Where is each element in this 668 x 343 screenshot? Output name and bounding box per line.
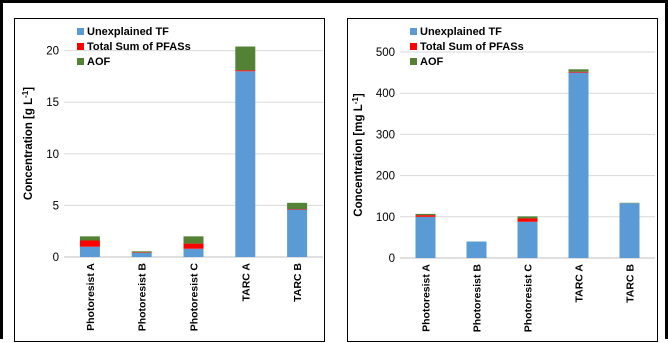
legend-swatch	[410, 58, 417, 65]
bar-segment	[518, 216, 538, 218]
chart-panel-right: 0 100 200 300 400 500 Photoresist A Photoresist…	[347, 18, 658, 342]
x-category-label: Photoresist B	[472, 264, 484, 333]
y-tick-label: 0	[389, 253, 395, 265]
chart-left-svg: 0 5 10 15 20 Photoresist A Photoresist B Photor…	[15, 19, 326, 343]
y-tick-label: 0	[53, 252, 59, 264]
x-category-label: TARC A	[574, 264, 586, 303]
chart-panel-left: 0 5 10 15 20 Photoresist A Photoresist B Photor…	[14, 18, 325, 342]
bar-segment	[80, 247, 100, 257]
x-category-label: TARC A	[240, 263, 252, 302]
bar-segment	[132, 253, 152, 257]
bar-segment	[416, 214, 436, 215]
y-tick-label: 10	[46, 149, 59, 161]
bar-segment	[518, 218, 538, 221]
bar-segment	[184, 244, 204, 249]
x-category-label: Photoresist B	[137, 263, 149, 332]
bar-segment	[80, 240, 100, 246]
legend-label: Total Sum of PFASs	[420, 41, 524, 53]
x-category-label: Photoresist C	[523, 264, 535, 333]
y-tick-label: 200	[376, 171, 395, 183]
y-tick-label: 100	[376, 212, 395, 224]
legend-label: AOF	[87, 56, 111, 68]
y-axis-title: Concentration [g L-1]	[21, 87, 35, 200]
bar-segment	[287, 210, 307, 257]
bar-segment	[132, 252, 152, 253]
y-tick-label: 300	[376, 129, 395, 141]
bar-segment	[416, 217, 436, 258]
bar-segment	[569, 73, 589, 258]
y-axis-title-end: ]	[23, 87, 35, 91]
y-axis-title-end: ]	[353, 93, 365, 97]
x-category-label: TARC B	[292, 263, 304, 302]
bar-segment	[416, 215, 436, 217]
bar-segment	[620, 203, 640, 258]
bar-segment	[235, 70, 255, 71]
y-tick-label: 500	[376, 47, 395, 59]
bar-segment	[184, 249, 204, 257]
legend-label: AOF	[420, 56, 444, 68]
legend-label: Unexplained TF	[420, 26, 502, 38]
legend-label: Total Sum of PFASs	[87, 41, 191, 53]
y-tick-label: 5	[53, 200, 59, 212]
bar-segment	[132, 251, 152, 252]
y-tick-label: 15	[46, 97, 59, 109]
legend-swatch	[410, 43, 417, 50]
chart-right-svg: 0 100 200 300 400 500 Photoresist A Photoresist…	[348, 19, 659, 343]
bar-segment	[569, 72, 589, 73]
legend-label: Unexplained TF	[87, 26, 169, 38]
legend-swatch	[410, 28, 417, 35]
bar-segment	[235, 47, 255, 71]
y-axis-title-text: Concentration [mg L	[353, 104, 365, 216]
y-tick-label: 20	[46, 46, 59, 58]
y-axis-title-text: Concentration [g L	[23, 98, 35, 200]
x-category-label: Photoresist C	[189, 263, 201, 332]
x-category-label: TARC B	[625, 264, 637, 303]
x-category-label: Photoresist A	[421, 264, 433, 332]
legend-swatch	[77, 43, 84, 50]
bar-segment	[569, 69, 589, 71]
x-category-label: Photoresist A	[85, 263, 97, 331]
y-tick-label: 400	[376, 88, 395, 100]
bar-segment	[287, 209, 307, 210]
bar-segment	[467, 242, 487, 258]
legend-swatch	[77, 28, 84, 35]
bar-segment	[287, 203, 307, 209]
y-axis-title: Concentration [mg L-1]	[351, 93, 365, 217]
bar-segment	[518, 222, 538, 258]
legend-swatch	[77, 58, 84, 65]
bar-segment	[184, 236, 204, 243]
bar-segment	[80, 236, 100, 240]
bar-segment	[235, 71, 255, 257]
